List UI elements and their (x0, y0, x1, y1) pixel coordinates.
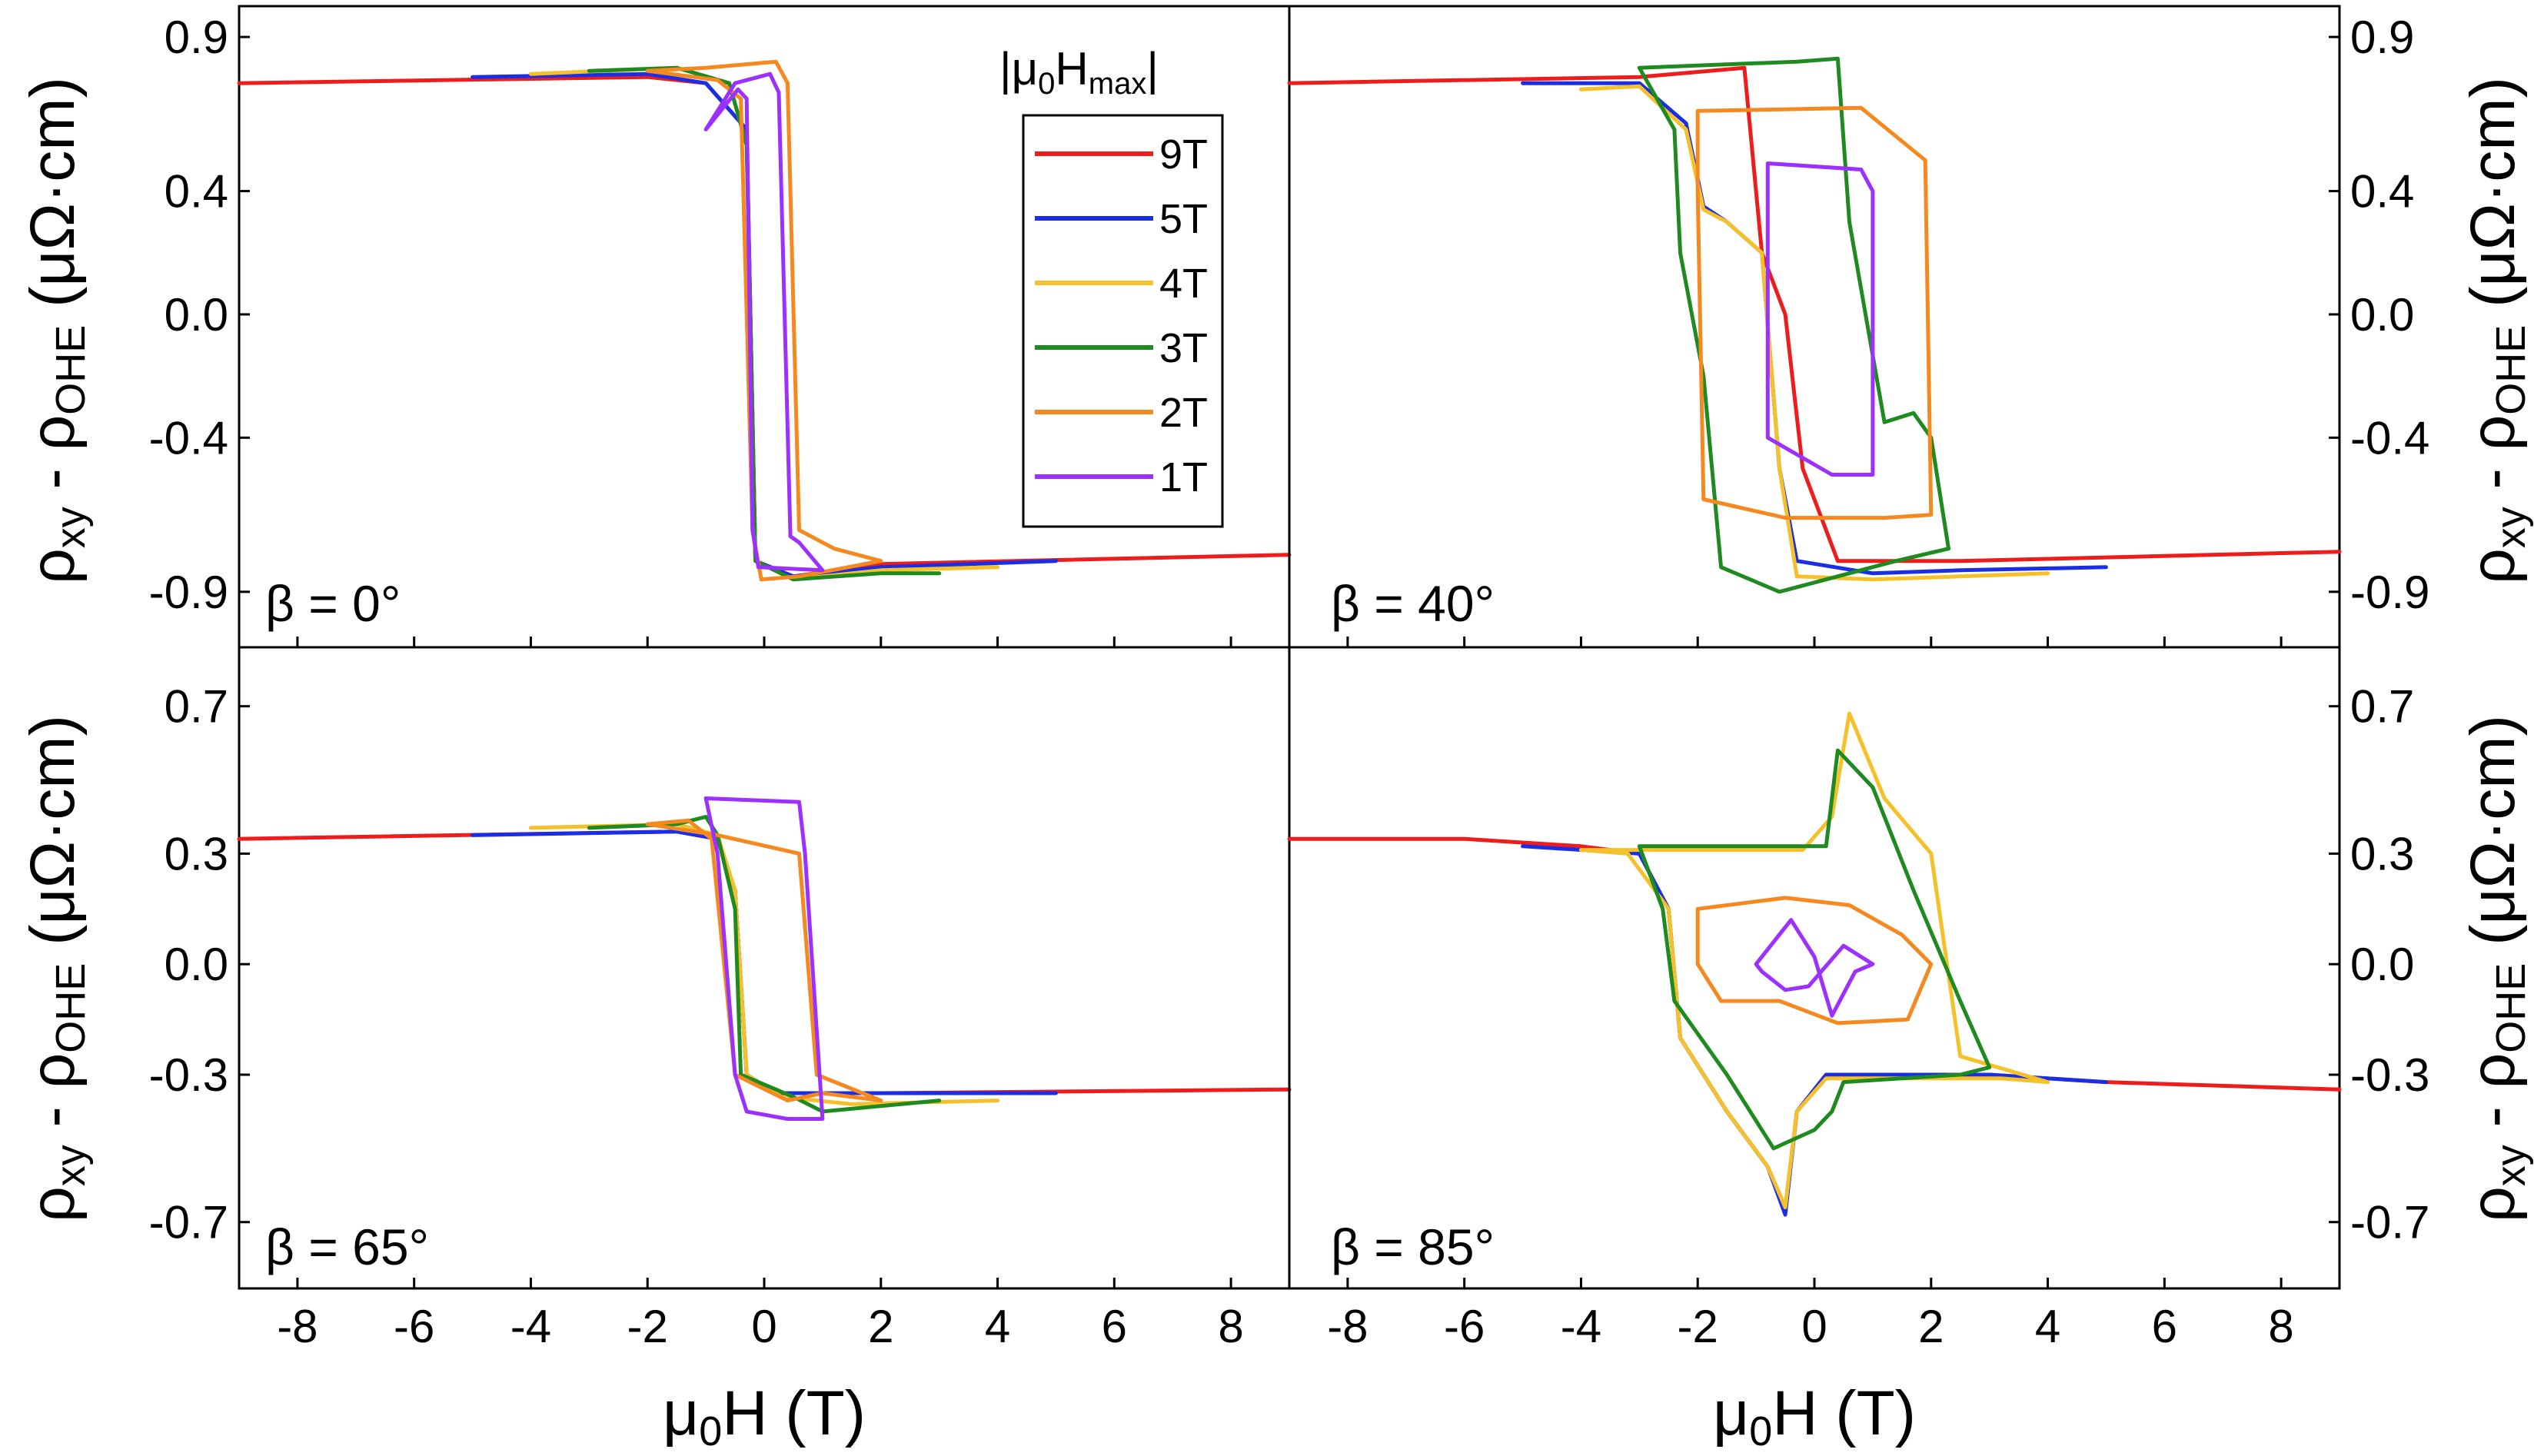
plot-area (237, 796, 1292, 1121)
y-ticks-right: -0.7 -0.3 0.0 0.3 0.7 (1346, 681, 2429, 1288)
x-tick-label: 8 (2268, 1301, 2293, 1352)
y-axis-title-bottom-left: ρxy - ρOHE (μΩ·cm) (18, 715, 94, 1222)
y-tick-label: 0.3 (2350, 828, 2414, 879)
legend-label: 2T (1159, 390, 1208, 436)
y-axis-title-top-right: ρxy - ρOHE (μΩ·cm) (2458, 77, 2534, 584)
x-tick-label: 8 (1218, 1301, 1243, 1352)
curve-4t (528, 65, 1000, 582)
y-tick-label: -0.9 (2350, 567, 2429, 618)
y-tick-label: 0.9 (165, 12, 228, 63)
curve-9t (237, 829, 1292, 1095)
y-tick-label: 0.0 (165, 289, 228, 341)
x-tick-label: -8 (277, 1301, 318, 1352)
y-tick-label: -0.4 (149, 412, 228, 464)
plot-area (1287, 56, 2342, 594)
curve-3t (587, 815, 942, 1114)
y-tick-label: -0.3 (2350, 1049, 2429, 1101)
x-tick-label: -2 (1678, 1301, 1718, 1352)
curve-5t (471, 71, 1058, 579)
frame (1288, 5, 2341, 649)
curve-5t (471, 829, 1058, 1095)
panel-bottom-left: -0.7 -0.3 0.0 0.3 0.7 β = 65° (149, 646, 1292, 1290)
curve-2t (1695, 105, 1934, 520)
curve-1t (703, 71, 825, 573)
x-tick-label: 6 (1102, 1301, 1127, 1352)
y-tick-label: 0.0 (165, 939, 228, 990)
x-tick-label: 4 (985, 1301, 1010, 1352)
y-tick-label: 0.4 (2350, 166, 2414, 218)
curve-2t (1695, 896, 1934, 1026)
panel-top-left: -0.9 -0.4 0.0 0.4 0.9 β = 0° (149, 5, 1292, 649)
legend-title: |μ0Hmax| (999, 43, 1159, 101)
y-tick-label: -0.7 (149, 1197, 228, 1248)
curve-2t (645, 818, 883, 1103)
x-tick-label: -6 (394, 1301, 434, 1352)
x-tick-label: -4 (510, 1301, 551, 1352)
y-tick-label: 0.4 (165, 166, 228, 218)
y-tick-label: 0.0 (2350, 289, 2414, 341)
y-axis-title-top-left: ρxy - ρOHE (μΩ·cm) (18, 77, 94, 584)
y-ticks-left: -0.9 -0.4 0.0 0.4 0.9 (149, 12, 1232, 647)
x-tick-label: 4 (2035, 1301, 2060, 1352)
legend-label: 4T (1159, 261, 1208, 307)
legend-label: 9T (1159, 131, 1208, 178)
curve-4t (528, 822, 1000, 1106)
curve-4t (1578, 84, 2050, 582)
curve-3t (1637, 56, 1950, 594)
y-tick-label: 0.7 (2350, 681, 2414, 733)
panel-label-beta: β = 40° (1331, 575, 1495, 632)
y-tick-label: -0.9 (149, 567, 228, 618)
curve-2t (645, 59, 883, 582)
legend-label: 1T (1159, 454, 1208, 500)
x-axis-title-left: μ0H (T) (663, 1378, 866, 1454)
panel-label-beta: β = 65° (265, 1218, 429, 1275)
x-tick-label: -2 (627, 1301, 668, 1352)
legend-box (1022, 114, 1224, 528)
y-ticks-left: -0.7 -0.3 0.0 0.3 0.7 (149, 681, 1232, 1288)
x-tick-label: 2 (868, 1301, 893, 1352)
x-tick-label: 2 (1918, 1301, 1944, 1352)
curve-3t (587, 65, 942, 582)
plot-area (1287, 711, 2342, 1217)
x-axis-title-right: μ0H (T) (1713, 1378, 1916, 1454)
frame (1288, 646, 2341, 1290)
x-tick-label: 0 (751, 1301, 777, 1352)
x-tick-label: -8 (1327, 1301, 1368, 1352)
x-tick-label: -6 (1444, 1301, 1485, 1352)
panel-label-beta: β = 85° (1331, 1218, 1495, 1275)
curve-1t (1754, 918, 1875, 1018)
curve-4t (1578, 711, 2050, 1210)
y-tick-label: 0.7 (165, 681, 228, 733)
plot-area (237, 59, 1292, 582)
legend-items: 9T 5T 4T 3T 2T 1T (1035, 131, 1208, 500)
y-axis-title-bottom-right: ρxy - ρOHE (μΩ·cm) (2458, 715, 2534, 1222)
curve-9t (1287, 836, 2342, 1210)
y-tick-label: 0.9 (2350, 12, 2414, 63)
panel-label-beta: β = 0° (265, 575, 401, 632)
legend: |μ0Hmax| 9T 5T 4T 3T 2T 1T (999, 43, 1224, 528)
y-tick-label: -0.4 (2350, 412, 2429, 464)
legend-label: 5T (1159, 196, 1208, 242)
x-tick-label: 6 (2152, 1301, 2177, 1352)
curve-3t (1637, 748, 1992, 1151)
panel-top-right: -0.9 -0.4 0.0 0.4 0.9 β = 40° (1287, 5, 2429, 649)
curve-9t (1287, 65, 2342, 563)
y-ticks-right: -0.9 -0.4 0.0 0.4 0.9 (1346, 12, 2429, 647)
panel-bottom-right: -0.7 -0.3 0.0 0.3 0.7 β = 85° (1287, 646, 2429, 1290)
x-tick-label: 0 (1801, 1301, 1827, 1352)
curve-1t (1765, 161, 1875, 477)
x-tick-label: -4 (1561, 1301, 1601, 1352)
y-tick-label: 0.3 (165, 828, 228, 879)
y-tick-label: -0.7 (2350, 1197, 2429, 1248)
curve-1t (703, 796, 825, 1121)
legend-label: 3T (1159, 325, 1208, 371)
y-tick-label: -0.3 (149, 1049, 228, 1101)
frame (238, 646, 1291, 1290)
y-tick-label: 0.0 (2350, 939, 2414, 990)
x-ticks: -8 -6 -4 -2 0 2 4 6 8 -8 -6 -4 -2 0 2 4 6 8 (277, 1301, 2294, 1352)
